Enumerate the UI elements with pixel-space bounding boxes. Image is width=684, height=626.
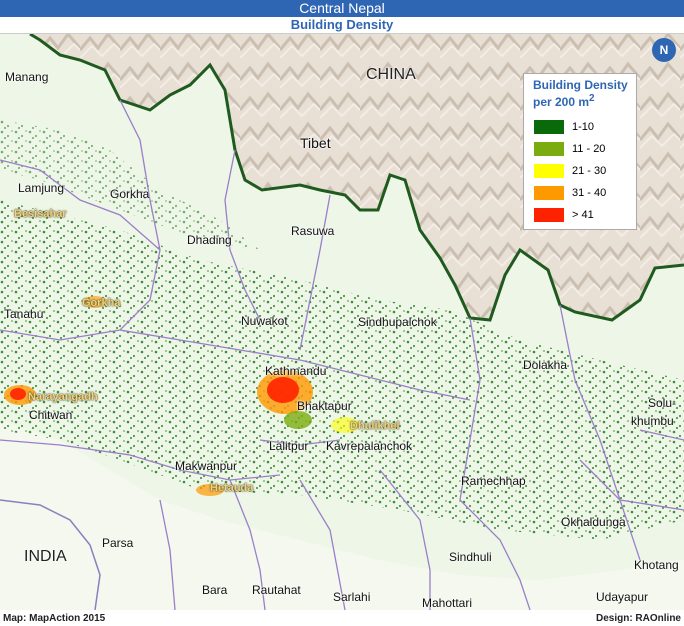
label-dhading: Dhading bbox=[187, 233, 232, 247]
label-khotang: Khotang bbox=[634, 558, 679, 572]
north-arrow-icon: N bbox=[652, 38, 676, 62]
label-india: INDIA bbox=[24, 548, 67, 565]
label-kathmandu: Kathmandu bbox=[265, 364, 327, 378]
label-lalitpur: Lalitpur bbox=[269, 439, 309, 453]
legend-label: > 41 bbox=[572, 209, 594, 221]
label-solu: Solu- bbox=[648, 396, 677, 410]
legend-swatch bbox=[534, 186, 564, 200]
legend-item: > 41 bbox=[534, 208, 594, 222]
legend-label: 31 - 40 bbox=[572, 187, 607, 199]
legend-swatch bbox=[534, 120, 564, 134]
label-besisahar: Besisahar bbox=[14, 208, 67, 220]
label-dhulikhel: Dhulikhel bbox=[350, 420, 400, 432]
legend-item: 11 - 20 bbox=[534, 142, 605, 156]
label-narayangadh: Narayangadh bbox=[28, 391, 98, 403]
label-khumbu: khumbu bbox=[631, 414, 674, 428]
map-credit: Map: MapAction 2015 bbox=[3, 613, 106, 624]
label-mahottari: Mahottari bbox=[422, 596, 473, 610]
label-kavrepalanchok: Kavrepalanchok bbox=[326, 439, 413, 453]
map-graphic bbox=[0, 34, 684, 610]
label-sarlahi: Sarlahi bbox=[333, 590, 371, 604]
legend: Building Density per 200 m2 1-10 11 - 20… bbox=[523, 73, 637, 230]
label-manang: Manang bbox=[5, 70, 49, 84]
design-credit: Design: RAOnline bbox=[595, 613, 681, 624]
label-okhaldunga: Okhaldunga bbox=[561, 515, 626, 529]
legend-item: 1-10 bbox=[534, 120, 594, 134]
label-ramechhap: Ramechhap bbox=[461, 474, 526, 488]
label-gorkha-town: Gorkha bbox=[82, 297, 121, 309]
label-rautahat: Rautahat bbox=[252, 583, 301, 597]
legend-label: 1-10 bbox=[572, 121, 595, 133]
map-title: Central Nepal bbox=[0, 0, 684, 17]
label-udayapur: Udayapur bbox=[596, 590, 649, 604]
label-china: CHINA bbox=[366, 66, 416, 83]
label-tibet: Tibet bbox=[300, 135, 331, 151]
district-boundaries bbox=[0, 99, 684, 610]
legend-label: 21 - 30 bbox=[572, 165, 607, 177]
legend-swatch bbox=[534, 142, 564, 156]
label-sindhupalchok: Sindhupalchok bbox=[358, 315, 437, 329]
label-nuwakot: Nuwakot bbox=[241, 314, 288, 328]
map-canvas: CHINA Tibet INDIA Manang Lamjung Besisah… bbox=[0, 34, 684, 610]
label-makwanpur: Makwanpur bbox=[175, 459, 238, 473]
label-rasuwa: Rasuwa bbox=[291, 224, 335, 238]
label-gorkha: Gorkha bbox=[110, 187, 150, 201]
legend-title-line2: per 200 m bbox=[533, 95, 590, 109]
legend-item: 31 - 40 bbox=[534, 186, 606, 200]
legend-swatch bbox=[534, 164, 564, 178]
legend-label: 11 - 20 bbox=[572, 143, 606, 155]
china-region bbox=[0, 34, 684, 320]
label-lamjung: Lamjung bbox=[18, 181, 65, 195]
density-band-upper bbox=[0, 120, 260, 250]
india-boundary bbox=[0, 499, 101, 610]
label-hetauda: Hetauda bbox=[210, 482, 254, 494]
international-boundary bbox=[29, 34, 684, 322]
label-chitwan: Chitwan bbox=[29, 408, 73, 422]
label-bara: Bara bbox=[202, 583, 228, 597]
legend-title-line1: Building Density bbox=[533, 78, 628, 92]
label-sindhuli: Sindhuli bbox=[449, 550, 492, 564]
label-tanahu: Tanahu bbox=[4, 307, 44, 321]
label-dolakha: Dolakha bbox=[523, 358, 568, 372]
legend-item: 21 - 30 bbox=[534, 164, 606, 178]
label-bhaktapur: Bhaktapur bbox=[297, 399, 352, 413]
legend-swatch bbox=[534, 208, 564, 222]
legend-title: Building Density per 200 m2 bbox=[533, 78, 636, 109]
legend-title-sup: 2 bbox=[589, 93, 595, 104]
map-subtitle: Building Density bbox=[0, 17, 684, 34]
label-parsa: Parsa bbox=[102, 536, 134, 550]
